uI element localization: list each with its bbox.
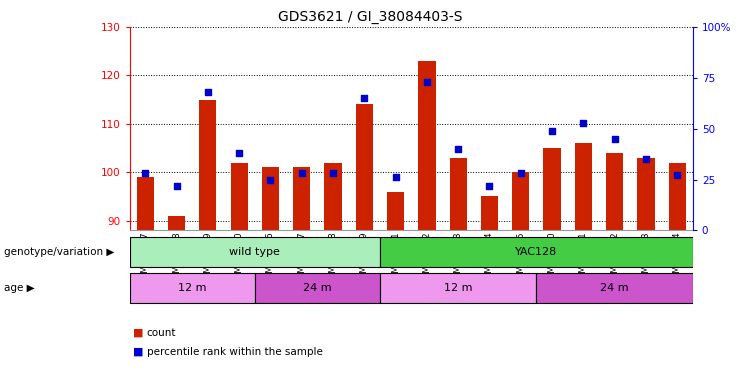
- Text: 12 m: 12 m: [178, 283, 207, 293]
- Text: wild type: wild type: [230, 247, 280, 258]
- Bar: [380, 237, 693, 268]
- Bar: [418, 61, 436, 230]
- Bar: [481, 197, 498, 230]
- Bar: [293, 167, 310, 230]
- Bar: [637, 158, 654, 230]
- Point: [139, 170, 151, 177]
- Point: [546, 127, 558, 134]
- Point: [640, 156, 652, 162]
- Point: [515, 170, 527, 177]
- Point: [484, 182, 496, 189]
- Text: 12 m: 12 m: [444, 283, 473, 293]
- Bar: [262, 167, 279, 230]
- Point: [170, 182, 182, 189]
- Bar: [536, 273, 693, 303]
- Bar: [450, 158, 467, 230]
- Bar: [230, 162, 247, 230]
- Text: percentile rank within the sample: percentile rank within the sample: [147, 347, 322, 357]
- Point: [671, 172, 683, 179]
- Text: ■: ■: [133, 347, 144, 357]
- Point: [265, 177, 276, 183]
- Point: [233, 150, 245, 156]
- Point: [577, 119, 589, 126]
- Bar: [130, 237, 380, 268]
- Text: 24 m: 24 m: [303, 283, 332, 293]
- Bar: [356, 104, 373, 230]
- Text: count: count: [147, 328, 176, 338]
- Bar: [543, 148, 561, 230]
- Point: [202, 89, 214, 95]
- Point: [296, 170, 308, 177]
- Point: [452, 146, 464, 152]
- Bar: [606, 153, 623, 230]
- Text: ■: ■: [133, 328, 144, 338]
- Point: [608, 136, 620, 142]
- Bar: [325, 162, 342, 230]
- Bar: [199, 99, 216, 230]
- Bar: [387, 192, 405, 230]
- Point: [327, 170, 339, 177]
- Text: genotype/variation ▶: genotype/variation ▶: [4, 247, 114, 258]
- Text: GDS3621 / GI_38084403-S: GDS3621 / GI_38084403-S: [279, 10, 462, 23]
- Point: [421, 79, 433, 85]
- Bar: [668, 162, 686, 230]
- Text: YAC128: YAC128: [515, 247, 557, 258]
- Bar: [255, 273, 380, 303]
- Point: [359, 95, 370, 101]
- Text: 24 m: 24 m: [600, 283, 629, 293]
- Point: [390, 174, 402, 180]
- Text: age ▶: age ▶: [4, 283, 34, 293]
- Bar: [380, 273, 536, 303]
- Bar: [512, 172, 529, 230]
- Bar: [136, 177, 154, 230]
- Bar: [130, 273, 255, 303]
- Bar: [575, 143, 592, 230]
- Bar: [168, 216, 185, 230]
